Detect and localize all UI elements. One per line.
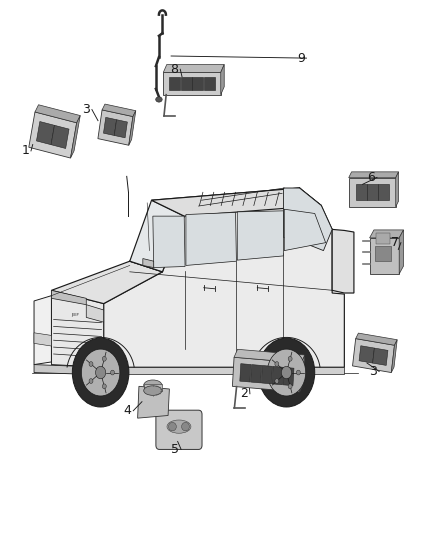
Polygon shape bbox=[391, 340, 397, 373]
Polygon shape bbox=[356, 333, 397, 345]
Text: 4: 4 bbox=[124, 404, 131, 417]
Circle shape bbox=[89, 361, 93, 367]
Circle shape bbox=[267, 349, 306, 396]
Bar bbox=[375, 246, 391, 261]
Polygon shape bbox=[221, 64, 224, 95]
Polygon shape bbox=[152, 188, 321, 216]
Polygon shape bbox=[356, 184, 367, 200]
Polygon shape bbox=[359, 346, 374, 363]
Polygon shape bbox=[237, 211, 283, 260]
Polygon shape bbox=[378, 184, 389, 200]
Polygon shape bbox=[98, 110, 133, 146]
Polygon shape bbox=[396, 172, 399, 207]
Text: 5: 5 bbox=[172, 443, 180, 456]
Polygon shape bbox=[373, 348, 388, 366]
Text: 3: 3 bbox=[82, 103, 90, 116]
Text: JEEP: JEEP bbox=[71, 313, 78, 317]
Polygon shape bbox=[104, 188, 344, 367]
Circle shape bbox=[81, 349, 120, 396]
Circle shape bbox=[288, 357, 292, 361]
Bar bbox=[376, 232, 391, 244]
Circle shape bbox=[275, 378, 279, 383]
Polygon shape bbox=[35, 105, 80, 123]
Bar bbox=[144, 384, 162, 391]
Text: 3: 3 bbox=[370, 365, 378, 378]
Circle shape bbox=[95, 366, 106, 379]
Circle shape bbox=[275, 361, 279, 367]
Polygon shape bbox=[163, 72, 221, 95]
Polygon shape bbox=[170, 77, 180, 90]
Text: 7: 7 bbox=[391, 236, 399, 249]
Polygon shape bbox=[283, 367, 294, 386]
Polygon shape bbox=[163, 64, 224, 72]
Polygon shape bbox=[251, 365, 261, 383]
Polygon shape bbox=[240, 364, 251, 382]
Ellipse shape bbox=[144, 386, 162, 395]
Polygon shape bbox=[181, 77, 192, 90]
Ellipse shape bbox=[169, 422, 177, 431]
Text: 2: 2 bbox=[240, 387, 248, 400]
Text: 9: 9 bbox=[297, 52, 305, 64]
Polygon shape bbox=[186, 213, 237, 265]
Polygon shape bbox=[51, 261, 162, 304]
Polygon shape bbox=[349, 172, 399, 177]
Polygon shape bbox=[353, 338, 395, 373]
Polygon shape bbox=[204, 77, 215, 90]
Ellipse shape bbox=[182, 422, 189, 431]
Polygon shape bbox=[284, 209, 325, 251]
Polygon shape bbox=[143, 259, 154, 268]
Polygon shape bbox=[367, 184, 378, 200]
Polygon shape bbox=[130, 200, 184, 272]
Circle shape bbox=[89, 378, 93, 383]
Polygon shape bbox=[86, 305, 104, 322]
Polygon shape bbox=[113, 367, 344, 374]
Polygon shape bbox=[399, 230, 403, 274]
Polygon shape bbox=[370, 230, 403, 238]
Polygon shape bbox=[36, 122, 54, 144]
Polygon shape bbox=[192, 77, 203, 90]
Polygon shape bbox=[233, 357, 301, 392]
Ellipse shape bbox=[144, 380, 162, 391]
Polygon shape bbox=[51, 290, 86, 305]
Polygon shape bbox=[102, 104, 136, 117]
Polygon shape bbox=[114, 120, 127, 138]
Polygon shape bbox=[138, 386, 170, 418]
Polygon shape bbox=[349, 177, 396, 207]
Text: 8: 8 bbox=[171, 63, 179, 76]
Text: 1: 1 bbox=[21, 144, 29, 157]
Polygon shape bbox=[300, 355, 305, 392]
Polygon shape bbox=[370, 238, 399, 274]
Circle shape bbox=[110, 370, 114, 375]
Circle shape bbox=[288, 384, 292, 389]
Ellipse shape bbox=[155, 97, 162, 102]
Polygon shape bbox=[261, 366, 272, 384]
Circle shape bbox=[72, 338, 129, 407]
Polygon shape bbox=[51, 290, 104, 367]
Circle shape bbox=[258, 338, 315, 407]
Polygon shape bbox=[34, 333, 51, 346]
Polygon shape bbox=[283, 188, 332, 251]
Polygon shape bbox=[71, 116, 80, 158]
Polygon shape bbox=[153, 216, 185, 268]
Circle shape bbox=[102, 384, 106, 389]
FancyBboxPatch shape bbox=[156, 410, 202, 449]
Polygon shape bbox=[103, 117, 117, 135]
Polygon shape bbox=[332, 229, 354, 293]
Polygon shape bbox=[129, 111, 136, 146]
Circle shape bbox=[281, 366, 292, 379]
Polygon shape bbox=[34, 296, 51, 365]
Polygon shape bbox=[272, 366, 283, 385]
Text: 6: 6 bbox=[367, 171, 375, 184]
Circle shape bbox=[102, 357, 106, 361]
Ellipse shape bbox=[167, 420, 191, 433]
Polygon shape bbox=[34, 365, 113, 375]
Polygon shape bbox=[234, 349, 305, 363]
Polygon shape bbox=[51, 125, 69, 149]
Circle shape bbox=[297, 370, 300, 375]
Polygon shape bbox=[29, 112, 77, 158]
